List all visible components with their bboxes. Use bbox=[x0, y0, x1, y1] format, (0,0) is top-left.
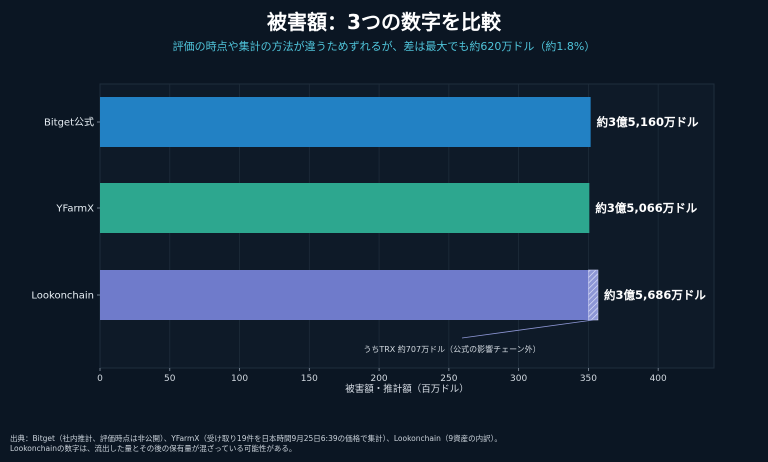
chart-title: 被害額：3つの数字を比較 bbox=[267, 10, 501, 34]
annotation-leader bbox=[461, 319, 594, 339]
bar-segment-trx bbox=[588, 269, 599, 321]
x-tick-label: 300 bbox=[510, 374, 527, 384]
y-tick-label: Lookonchain bbox=[31, 291, 94, 302]
x-tick-label: 0 bbox=[97, 374, 103, 384]
x-tick-label: 350 bbox=[580, 374, 597, 384]
x-tick-label: 150 bbox=[301, 374, 318, 384]
y-tick-label: Bitget公式 bbox=[44, 116, 94, 129]
bar-2 bbox=[100, 183, 590, 233]
chart-subtitle: 評価の時点や集計の方法が違うためずれるが、差は最大でも約620万ドル（約1.8%… bbox=[172, 40, 596, 53]
footnote: 出典：Bitget（社内推計、評価時点は非公開）、YFarmX（受け取り19件を… bbox=[10, 434, 760, 454]
x-tick-label: 100 bbox=[231, 374, 248, 384]
bar-3 bbox=[100, 270, 589, 320]
annotation-trx: うちTRX 約707万ドル（公式の影響チェーン外） bbox=[363, 344, 540, 354]
x-tick-label: 250 bbox=[440, 374, 457, 384]
footnote-line-1: 出典：Bitget（社内推計、評価時点は非公開）、YFarmX（受け取り19件を… bbox=[10, 434, 502, 443]
bar-1 bbox=[100, 97, 591, 147]
y-tick-label: YFarmX bbox=[55, 204, 94, 215]
data-label: 約3億5,066万ドル bbox=[595, 201, 697, 215]
x-tick-label: 400 bbox=[650, 374, 667, 384]
x-tick-label: 200 bbox=[370, 374, 387, 384]
footnote-line-2: Lookonchainの数字は、流出した量とその後の保有量が混ざっている可能性が… bbox=[10, 444, 297, 453]
x-tick-label: 50 bbox=[164, 374, 176, 384]
axis-layer: 0 50 100 150 200 250 300 350 400 Bitget公式 YFarmX Lo… bbox=[31, 116, 667, 385]
data-label: 約3億5,160万ドル bbox=[597, 115, 699, 129]
bar-layer bbox=[100, 97, 599, 321]
x-axis-title: 被害額・推計額（百万ドル） bbox=[345, 383, 469, 395]
data-label: 約3億5,686万ドル bbox=[604, 288, 706, 302]
